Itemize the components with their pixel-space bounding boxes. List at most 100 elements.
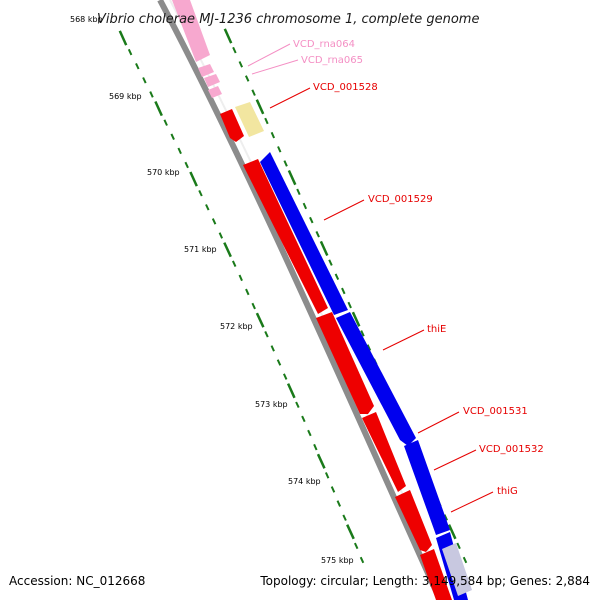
inner-minor-tick xyxy=(295,401,300,409)
misc-feature-yellow xyxy=(235,102,264,137)
accession-value: NC_012668 xyxy=(76,574,146,588)
outer-minor-tick xyxy=(328,259,333,266)
outer-major-tick xyxy=(255,99,265,115)
inner-minor-tick xyxy=(218,232,224,239)
leader-vcd-001532 xyxy=(433,449,477,471)
inner-major-tick xyxy=(346,524,355,540)
tick-label-568: 568 kbp xyxy=(70,15,103,24)
leader-vcd-rna064 xyxy=(247,43,291,67)
outer-major-tick xyxy=(447,524,457,540)
inner-major-tick xyxy=(118,30,128,46)
outer-major-tick xyxy=(287,169,297,186)
outer-minor-tick xyxy=(360,330,365,337)
gene-label-vcd-001531: VCD_001531 xyxy=(463,406,528,417)
outer-minor-tick xyxy=(251,89,256,96)
outer-minor-tick xyxy=(456,542,461,550)
inner-minor-tick xyxy=(238,274,243,282)
inner-minor-tick xyxy=(170,133,175,141)
inner-minor-tick xyxy=(336,500,342,507)
tick-label-575: 575 kbp xyxy=(321,556,354,565)
gene-vcd-001531-red xyxy=(362,412,406,492)
inner-major-tick xyxy=(316,453,326,469)
leader-thie xyxy=(382,329,425,351)
outer-minor-tick xyxy=(366,344,372,351)
inner-major-tick xyxy=(223,242,232,258)
inner-minor-tick xyxy=(177,147,182,155)
leader-thig xyxy=(450,491,494,513)
inner-minor-tick xyxy=(127,48,133,56)
inner-minor-tick xyxy=(264,330,269,338)
outer-minor-tick xyxy=(309,216,314,224)
leader-vcd-001531 xyxy=(417,411,460,434)
inner-minor-tick xyxy=(276,359,282,366)
inner-minor-tick xyxy=(163,119,168,126)
outer-minor-tick xyxy=(238,61,244,68)
reverse-cds-blue-1 xyxy=(260,152,348,315)
outer-minor-tick xyxy=(443,514,449,521)
rna-feature-top xyxy=(172,0,210,62)
inner-minor-tick xyxy=(142,77,147,84)
inner-minor-tick xyxy=(330,486,336,493)
gene-label-thig: thiG xyxy=(497,486,518,497)
inner-tick-marks xyxy=(118,30,365,564)
outer-minor-tick xyxy=(302,202,308,210)
inner-minor-tick xyxy=(359,556,365,564)
tick-label-573: 573 kbp xyxy=(255,400,288,409)
topology-line: Topology: circular; Length: 3,149,584 bp… xyxy=(260,574,590,588)
leader-vcd-rna065 xyxy=(251,59,299,75)
gene-label-vcd-rna065: VCD_rna065 xyxy=(301,55,363,66)
rna-feature-small xyxy=(208,86,222,98)
inner-minor-tick xyxy=(251,302,256,310)
reverse-cds-light xyxy=(442,543,472,596)
outer-minor-tick xyxy=(347,301,352,309)
inner-minor-tick xyxy=(198,189,203,197)
outer-major-tick xyxy=(319,240,329,257)
gene-vcd-001528 xyxy=(220,109,244,142)
outer-minor-tick xyxy=(270,131,276,139)
accession-line: Accession: NC_012668 xyxy=(9,574,145,588)
map-title: Vibrio cholerae MJ-1236 chromosome 1, co… xyxy=(97,12,479,27)
tick-label-574: 574 kbp xyxy=(288,477,321,486)
tick-label-570: 570 kbp xyxy=(147,168,180,177)
reverse-cds-blue-3 xyxy=(404,440,450,535)
gene-vcd-001529-red xyxy=(243,159,328,314)
inner-major-tick xyxy=(255,312,265,328)
tick-label-572: 572 kbp xyxy=(220,322,253,331)
rna-feature-064 xyxy=(198,64,214,77)
inner-minor-tick xyxy=(231,260,237,268)
inner-minor-tick xyxy=(342,514,347,521)
inner-minor-tick xyxy=(211,218,217,225)
outer-minor-tick xyxy=(341,287,346,295)
inner-minor-tick xyxy=(313,443,318,451)
inner-minor-tick xyxy=(353,542,359,550)
inner-major-tick xyxy=(189,171,198,187)
inner-minor-tick xyxy=(135,62,140,70)
tick-label-571: 571 kbp xyxy=(184,245,217,254)
gene-thig-red xyxy=(420,549,452,600)
gene-vcd-001532-red xyxy=(395,490,432,552)
inner-major-tick xyxy=(286,383,296,399)
tick-label-569: 569 kbp xyxy=(109,92,142,101)
gene-label-vcd-rna064: VCD_rna064 xyxy=(293,39,355,50)
inner-minor-tick xyxy=(307,429,312,437)
leader-vcd-001528 xyxy=(269,87,311,109)
outer-minor-tick xyxy=(334,273,340,281)
inner-minor-tick xyxy=(324,472,330,479)
gene-label-vcd-001528: VCD_001528 xyxy=(313,82,378,93)
gene-label-vcd-001529: VCD_001529 xyxy=(368,194,433,205)
outer-minor-tick xyxy=(244,75,250,82)
reverse-cds-blue-2 xyxy=(336,312,416,446)
outer-major-tick xyxy=(351,311,361,327)
inner-minor-tick xyxy=(149,91,154,98)
outer-minor-tick xyxy=(232,46,237,54)
inner-minor-tick xyxy=(301,415,306,423)
rna-feature-065 xyxy=(204,74,220,87)
outer-major-tick xyxy=(223,28,233,44)
gene-label-vcd-001532: VCD_001532 xyxy=(479,444,544,455)
inner-major-tick xyxy=(154,100,163,117)
outer-minor-tick xyxy=(315,230,320,238)
inner-minor-tick xyxy=(205,204,210,211)
outer-minor-tick xyxy=(264,117,269,125)
outer-minor-tick xyxy=(277,146,282,153)
leader-vcd-001529 xyxy=(323,199,365,221)
